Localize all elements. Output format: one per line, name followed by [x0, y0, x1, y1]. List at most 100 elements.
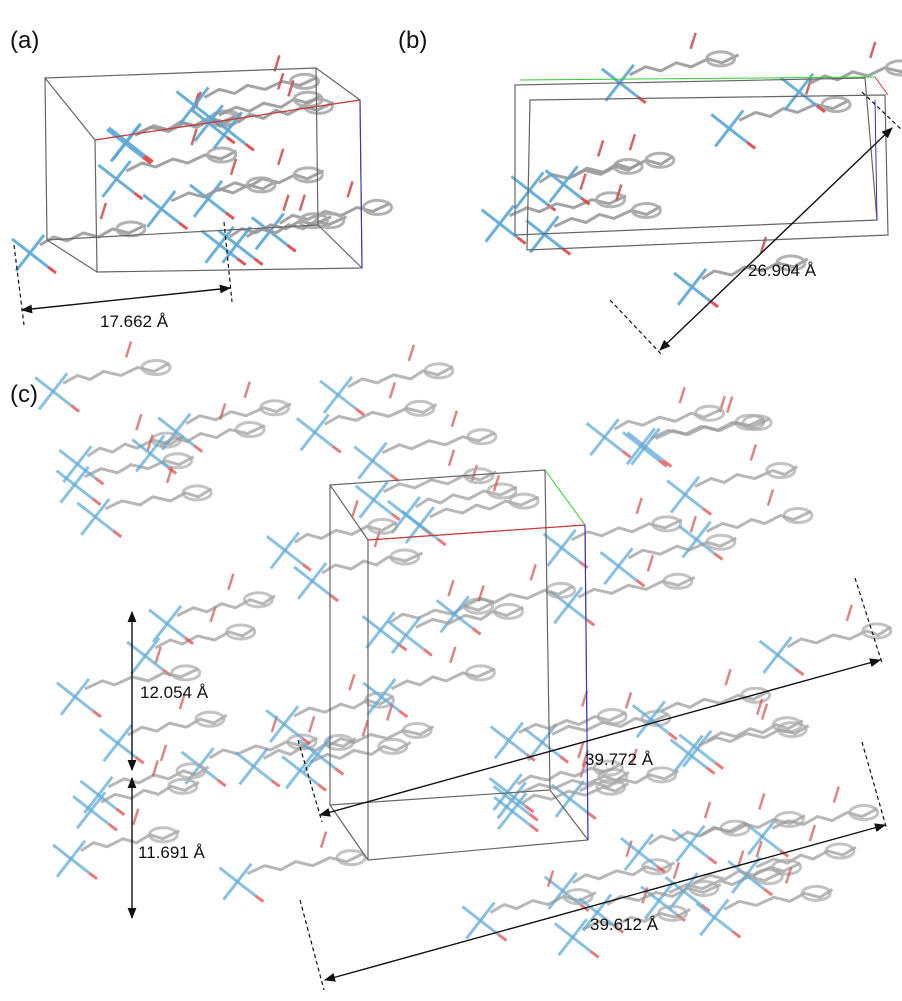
- molecule-part: [554, 605, 568, 623]
- molecule-part: [715, 128, 729, 146]
- molecule-part: [605, 437, 623, 451]
- molecule-part: [57, 859, 71, 877]
- molecule-part: [95, 517, 113, 531]
- molecule-part: [101, 203, 106, 219]
- molecule-part: [285, 550, 303, 564]
- molecule-part: [179, 223, 187, 229]
- molecule-part: [708, 858, 716, 864]
- molecule-part: [626, 692, 631, 708]
- molecule-part: [309, 716, 314, 732]
- molecule-part: [491, 727, 509, 741]
- molecule-part: [53, 391, 71, 405]
- molecule-part: [530, 825, 538, 831]
- molecule-part: [747, 142, 755, 148]
- molecule-part: [335, 768, 343, 774]
- molecule-part: [298, 581, 312, 599]
- molecule-part: [468, 430, 496, 444]
- molecule-part: [59, 450, 77, 464]
- molecule-part: [669, 733, 677, 739]
- molecule-part: [564, 184, 582, 198]
- molecule-part: [560, 756, 568, 762]
- molecule-part: [870, 42, 875, 58]
- molecule-part: [330, 595, 338, 601]
- molecule-part: [278, 149, 283, 165]
- molecule-part: [388, 621, 406, 635]
- molecule-part: [218, 780, 226, 786]
- molecule-part: [834, 787, 839, 803]
- molecule-part: [636, 580, 644, 586]
- molecule-part: [363, 616, 381, 630]
- molecule-part: [89, 873, 97, 879]
- molecule-part: [847, 605, 852, 621]
- molecule-part: [604, 566, 618, 584]
- molecule-part: [550, 184, 564, 202]
- molecule-part: [591, 951, 599, 957]
- molecule-part: [850, 806, 878, 820]
- molecule-part: [149, 610, 167, 624]
- molecule-part: [473, 628, 481, 634]
- molecule-part: [420, 525, 438, 539]
- molecule-part: [286, 770, 300, 788]
- molecule-part: [674, 862, 679, 878]
- molecule-part: [333, 446, 341, 452]
- molecule-part: [509, 741, 527, 755]
- molecule-part: [799, 92, 817, 106]
- molecule-part: [349, 674, 354, 690]
- molecule-part: [147, 209, 161, 227]
- molecule-part: [518, 238, 526, 244]
- molecule-part: [255, 896, 263, 902]
- molecule-part: [227, 137, 235, 143]
- molecule-part: [161, 209, 179, 223]
- molecule-part: [75, 485, 93, 499]
- molecule-part: [77, 503, 95, 517]
- measurement: 39.612 Å: [590, 915, 659, 934]
- molecule-part: [315, 432, 333, 446]
- molecule-part: [482, 210, 500, 224]
- molecule-part: [301, 432, 315, 450]
- molecule-part: [118, 743, 136, 757]
- molecule-part: [71, 859, 89, 873]
- molecule-part: [356, 486, 374, 500]
- molecule-part: [354, 447, 372, 461]
- molecule-part: [637, 498, 642, 514]
- molecule-part: [240, 766, 254, 784]
- molecule-part: [282, 756, 300, 770]
- molecule-part: [93, 711, 101, 717]
- molecule-part: [409, 345, 414, 361]
- molecule-part: [678, 287, 692, 305]
- molecule-part: [573, 937, 591, 951]
- molecule-part: [466, 666, 494, 680]
- molecules: [12, 33, 902, 957]
- molecule-part: [691, 33, 696, 49]
- unit-cell-b: [515, 77, 888, 250]
- molecule-part: [606, 83, 620, 101]
- panel-label: (a): [10, 27, 39, 54]
- molecule-part: [180, 105, 194, 123]
- molecule-part: [696, 903, 714, 917]
- molecule-part: [48, 267, 56, 273]
- molecule-part: [700, 917, 714, 935]
- molecule-part: [360, 500, 374, 518]
- molecule-part: [100, 729, 118, 743]
- molecule-part: [510, 494, 538, 508]
- molecule-part: [810, 825, 815, 841]
- molecule-part: [742, 688, 770, 702]
- molecule-part: [667, 481, 685, 495]
- measurement: 11.691 Å: [138, 843, 205, 862]
- molecule-part: [358, 461, 372, 479]
- molecule-part: [356, 409, 364, 415]
- molecule-part: [283, 195, 288, 211]
- molecule-part: [726, 669, 731, 685]
- molecule-part: [288, 245, 296, 251]
- molecule-part: [466, 921, 480, 939]
- molecule-part: [271, 550, 285, 568]
- molecule-part: [600, 552, 618, 566]
- molecule-part: [297, 418, 315, 432]
- molecule-part: [16, 253, 30, 271]
- molecule-part: [531, 564, 536, 580]
- molecule-part: [680, 387, 685, 403]
- molecule-part: [620, 83, 638, 97]
- molecule-part: [93, 499, 101, 505]
- molecule-part: [367, 630, 381, 648]
- molecule-part: [796, 669, 804, 675]
